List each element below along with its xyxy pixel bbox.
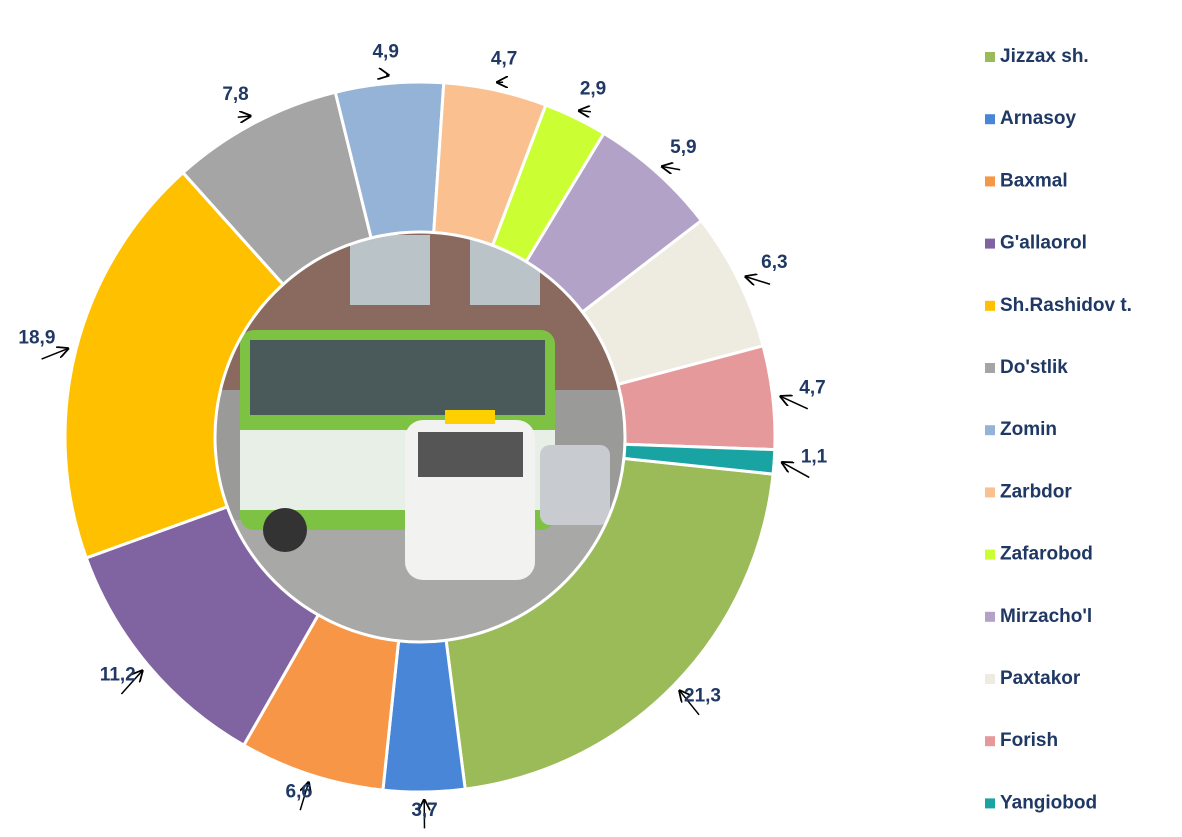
- legend-label: Baxmal: [1000, 170, 1068, 191]
- value-label: 4,7: [491, 49, 517, 70]
- value-label: 6,6: [286, 782, 312, 803]
- legend-label: Sh.Rashidov t.: [1000, 295, 1132, 316]
- value-label: 2,9: [580, 78, 606, 99]
- legend-swatch: [985, 550, 995, 560]
- legend-swatch: [985, 612, 995, 622]
- value-label: 7,8: [222, 84, 248, 105]
- page: {"chart_data": {"type": "donut", "catego…: [0, 0, 1182, 837]
- legend-swatch: [985, 363, 995, 373]
- value-label: 1,1: [801, 447, 828, 468]
- legend-label: Forish: [1000, 730, 1058, 751]
- legend-label: Do'stlik: [1000, 357, 1068, 378]
- label-arrow: [746, 277, 770, 285]
- legend-swatch: [985, 52, 995, 62]
- value-label: 11,2: [100, 665, 136, 686]
- legend-swatch: [985, 114, 995, 124]
- legend-label: Zarbdor: [1000, 481, 1072, 502]
- label-arrow: [42, 349, 68, 359]
- label-arrow: [238, 116, 251, 117]
- legend-swatch: [985, 301, 995, 311]
- legend-swatch: [985, 176, 995, 186]
- value-label: 4,9: [372, 41, 398, 62]
- legend-swatch: [985, 425, 995, 435]
- value-label: 5,9: [670, 137, 696, 158]
- legend-label: G'allaorol: [1000, 233, 1087, 254]
- legend-swatch: [985, 239, 995, 249]
- value-label: 6,3: [761, 252, 787, 273]
- legend-label: Jizzax sh.: [1000, 46, 1089, 67]
- value-label: 3,7: [411, 800, 437, 821]
- legend-label: Yangiobod: [1000, 792, 1097, 813]
- label-arrow: [579, 111, 591, 112]
- value-label: 4,7: [799, 378, 825, 399]
- value-label: 18,9: [18, 327, 55, 348]
- legend-label: Zomin: [1000, 419, 1057, 440]
- legend-swatch: [985, 736, 995, 746]
- label-arrow: [662, 166, 680, 169]
- chart: 21,3 3,7 6,6 11,2 18,9 7,8 4,9 4,7 2,9 5,9 6,3 4,7 1…: [0, 0, 1182, 837]
- value-label: 21,3: [684, 686, 721, 707]
- legend-label: Mirzacho'l: [1000, 606, 1092, 627]
- legend-swatch: [985, 798, 995, 808]
- legend-label: Zafarobod: [1000, 544, 1093, 565]
- legend-swatch: [985, 487, 995, 497]
- legend-label: Paxtakor: [1000, 668, 1081, 689]
- legend-swatch: [985, 674, 995, 684]
- legend-label: Arnasoy: [1000, 108, 1076, 129]
